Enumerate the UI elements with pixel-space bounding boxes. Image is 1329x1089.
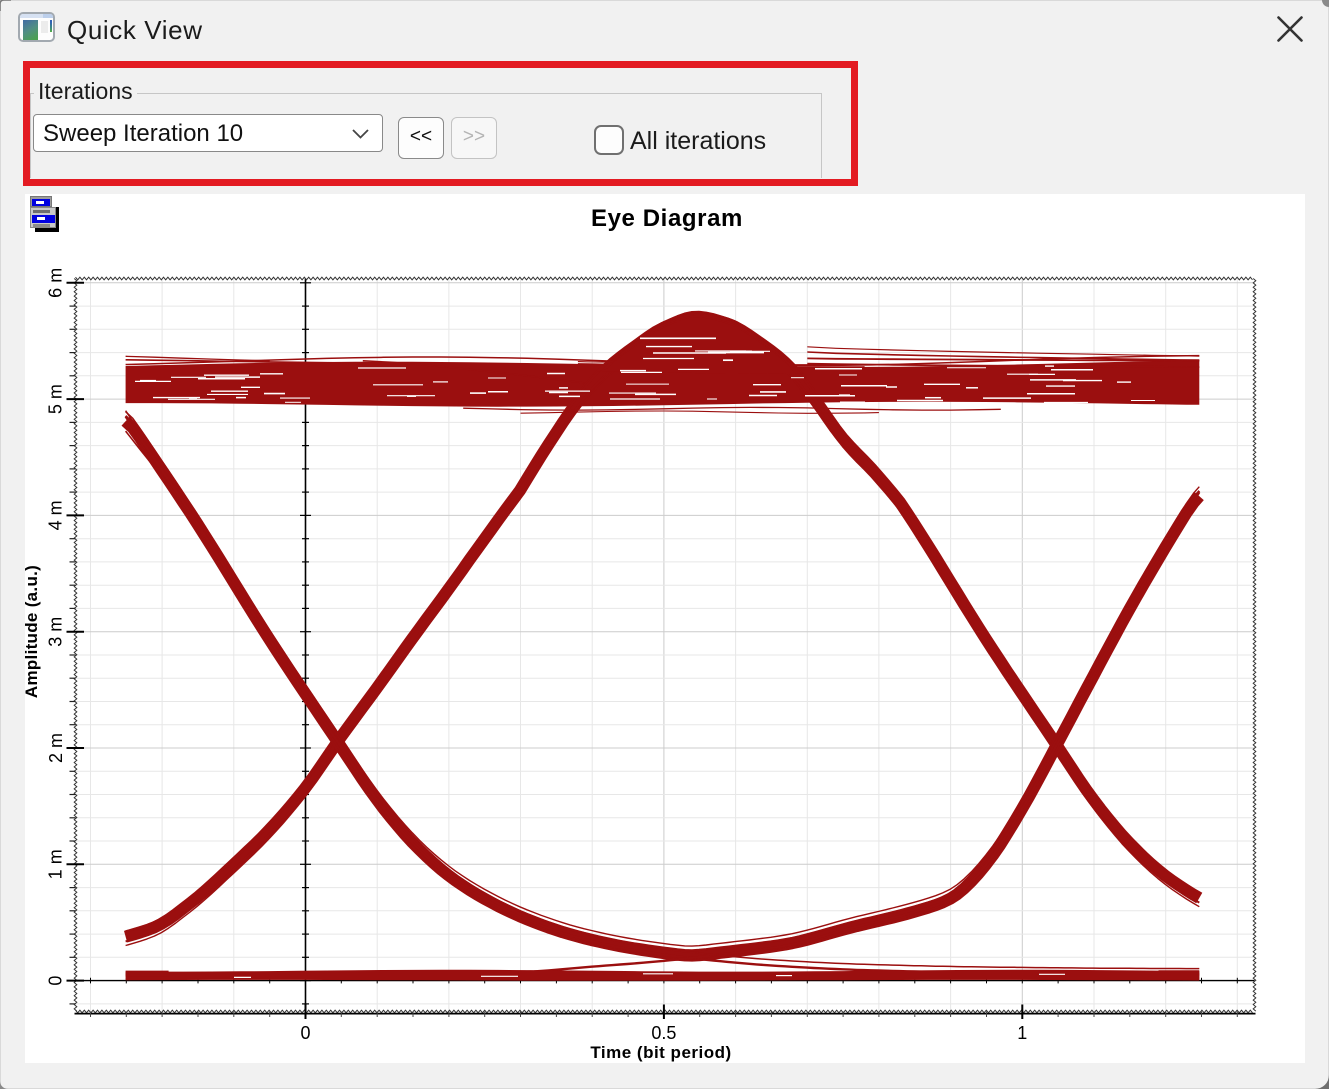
svg-text:Eye Diagram: Eye Diagram xyxy=(591,205,743,232)
svg-text:1 m: 1 m xyxy=(46,849,66,879)
svg-text:0.5: 0.5 xyxy=(651,1023,676,1043)
svg-text:5 m: 5 m xyxy=(46,384,66,414)
svg-text:3 m: 3 m xyxy=(46,617,66,647)
svg-text:1: 1 xyxy=(1017,1023,1027,1043)
svg-text:0: 0 xyxy=(300,1023,310,1043)
svg-text:2 m: 2 m xyxy=(46,733,66,763)
svg-text:Time (bit period): Time (bit period) xyxy=(590,1043,731,1062)
svg-text:6 m: 6 m xyxy=(46,268,66,298)
svg-text:Amplitude (a.u.): Amplitude (a.u.) xyxy=(22,565,41,698)
svg-text:4 m: 4 m xyxy=(46,500,66,530)
svg-text:0: 0 xyxy=(46,976,66,986)
